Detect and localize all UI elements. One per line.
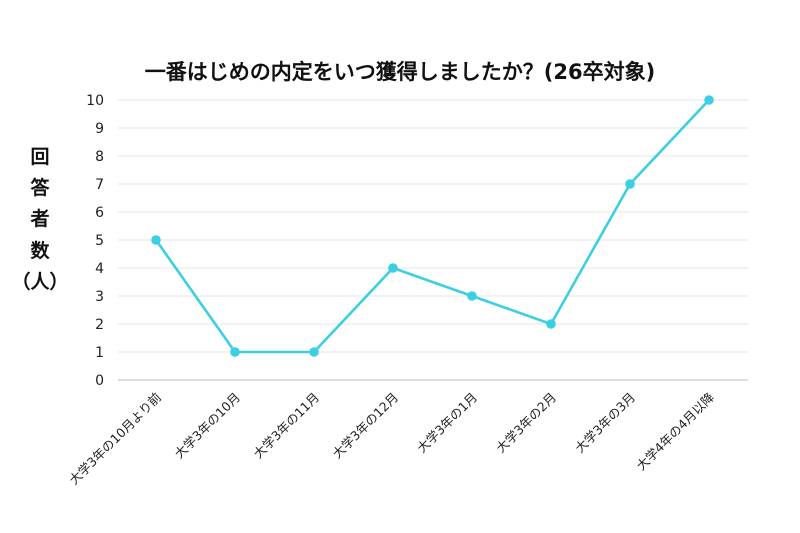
- y-tick-label: 1: [95, 345, 104, 361]
- series-line: [154, 99, 710, 354]
- y-tick-label: 4: [95, 261, 104, 277]
- y-axis-label-char: 者: [30, 208, 49, 230]
- x-tick-label: 大学3年の2月: [493, 390, 559, 456]
- y-tick-label: 2: [95, 317, 104, 333]
- x-tick-label: 大学3年の11月: [250, 390, 322, 462]
- y-tick-label: 8: [95, 149, 104, 165]
- chart-title: 一番はじめの内定をいつ獲得しましたか？(26卒対象): [145, 60, 655, 84]
- x-tick-label: 大学3年の3月: [572, 390, 638, 456]
- x-axis-ticks: 大学3年の10月より前 大学3年の10月 大学3年の11月 大学3年の12月 大学3年の…: [66, 389, 717, 487]
- y-tick-label: 10: [86, 93, 104, 109]
- y-axis-ticks: 0 1 2 3 4 5 6 7 8 9 10: [86, 93, 104, 389]
- gridlines: [118, 99, 748, 381]
- data-point: [546, 319, 556, 329]
- data-point: [467, 291, 477, 301]
- x-tick-label: 大学3年の10月: [171, 390, 243, 462]
- x-tick-label: 大学3年の1月: [414, 390, 480, 456]
- y-axis-label-char: 数: [30, 239, 50, 262]
- x-tick-label: 大学3年の12月: [329, 390, 401, 462]
- y-tick-label: 7: [95, 177, 104, 193]
- data-point: [704, 95, 714, 105]
- y-tick-label: 3: [95, 289, 104, 305]
- series-group: [151, 95, 714, 357]
- y-axis-label-char: （人）: [11, 270, 68, 293]
- x-tick-label: 大学4年の4月以降: [633, 389, 717, 473]
- data-point: [388, 263, 398, 273]
- y-tick-label: 6: [95, 205, 104, 221]
- data-point: [309, 347, 319, 357]
- data-point: [151, 235, 161, 245]
- y-tick-label: 0: [95, 373, 104, 389]
- y-axis-label-char: 回: [30, 146, 49, 168]
- data-point: [625, 179, 635, 189]
- x-tick-label: 大学3年の10月より前: [66, 390, 164, 488]
- y-tick-label: 5: [95, 233, 104, 249]
- data-point: [230, 347, 240, 357]
- y-tick-label: 9: [95, 121, 104, 137]
- y-axis-label-char: 答: [30, 176, 50, 199]
